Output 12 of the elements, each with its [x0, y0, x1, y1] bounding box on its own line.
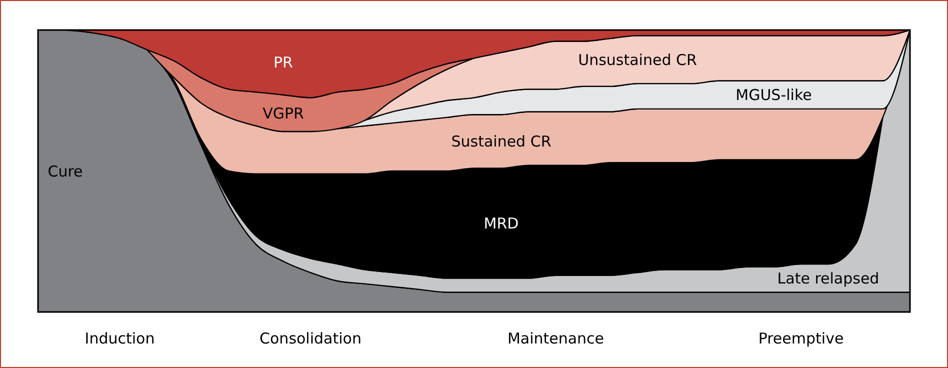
series-label: MRD — [484, 214, 519, 232]
series-label: VGPR — [262, 104, 304, 122]
series-label: MGUS-like — [736, 86, 812, 104]
x-tick-label: Consolidation — [260, 329, 362, 348]
x-tick-label: Preemptive — [758, 329, 844, 348]
series-label: Unsustained CR — [578, 50, 697, 69]
x-tick-label: Maintenance — [507, 329, 604, 348]
series-label: Late relapsed — [777, 269, 880, 288]
series-label: PR — [274, 54, 293, 72]
series-label: Cure — [48, 162, 83, 180]
x-tick-label: Induction — [84, 329, 155, 348]
series-label: Sustained CR — [451, 132, 552, 151]
